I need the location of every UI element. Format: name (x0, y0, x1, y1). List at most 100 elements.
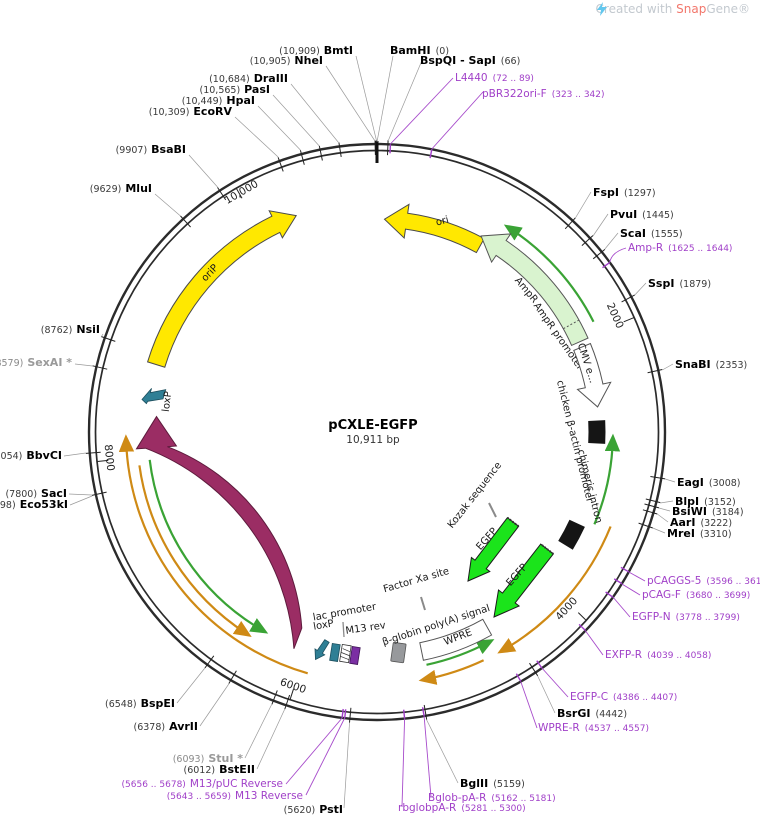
enzyme-bbvci[interactable]: (8054)BbvCI (0, 449, 101, 462)
enzyme-bsteii[interactable]: (6012) BstEII (184, 694, 291, 776)
enzyme-psti[interactable]: (5620) PstI (284, 707, 352, 816)
svg-text:(8579)SexAI *: (8579)SexAI * (0, 356, 72, 369)
feature-ori-label: ori (435, 215, 450, 229)
feature-m13-rev-label: M13 rev (345, 620, 387, 637)
enzyme-bmti[interactable]: (10,909) BmtI (279, 44, 378, 156)
enzyme-bsabi[interactable]: (9907) BsaBI (116, 143, 227, 201)
primer-egfp-n[interactable]: EGFP-N (3778 .. 3799) (605, 591, 740, 623)
svg-text:(6093)StuI *: (6093) StuI * (173, 752, 244, 765)
watermark-gene: Gene® (706, 2, 750, 16)
primer-pcag-f[interactable]: pCAG-F (3680 .. 3699) (613, 578, 750, 601)
svg-text:BspQI - SapI(66): BspQI - SapI (66) (420, 54, 520, 67)
svg-text:(8762)NsiI: (8762) NsiI (41, 323, 100, 336)
primer-m13-reverse[interactable]: (5643 .. 5659) M13 Reverse (167, 709, 347, 802)
enzyme-scai[interactable]: ScaI (1555) (592, 227, 683, 260)
primer-egfp-c[interactable]: EGFP-C (4386 .. 4407) (536, 660, 678, 703)
feature-lac-cluster[interactable]: lac promoter loxP M13 rev (312, 601, 387, 665)
svg-text:(7798)Eco53kI: (7798)Eco53kI (0, 498, 68, 511)
lac-promoter-box[interactable] (329, 643, 341, 662)
enzyme-nsii[interactable]: (8762) NsiI (41, 323, 116, 342)
enzyme-sites: (10,909) BmtI (10,905) NheI (10,684) DraIII… (0, 44, 747, 816)
svg-text:(5656 .. 5678)M13/pUC Reverse: (5656 .. 5678) M13/pUC Reverse (122, 778, 283, 790)
enzyme-aari[interactable]: AarI (3222) (642, 509, 732, 529)
scale-label-2000: 2000 (604, 301, 626, 330)
primer-m13-puc-reverse[interactable]: (5656 .. 5678) M13/pUC Reverse (122, 708, 344, 790)
enzyme-draiii[interactable]: (10,684) DraIII (209, 72, 342, 157)
enzyme-mlui[interactable]: (9629) MluI (90, 182, 191, 228)
enzyme-pasi[interactable]: (10,565) PasI (200, 83, 323, 161)
svg-text:(9629)MluI: (9629) MluI (90, 182, 152, 195)
feature-cmv-enhancer[interactable]: CMV e... (573, 342, 612, 408)
left-inner-orange-arrow (138, 465, 252, 638)
plasmid-title: pCXLE-EGFP 10,911 bp (328, 418, 417, 446)
feature-egfp-1[interactable]: EGFP (467, 516, 520, 582)
enzyme-nhei[interactable]: (10,905) NheI (250, 54, 376, 156)
svg-text:MreI(3310): MreI (3310) (667, 527, 732, 540)
feature-loxp-bottom-arrow[interactable] (314, 639, 330, 661)
primer-rbglobpa-r[interactable]: rbglobpA-R (5281 .. 5300) (398, 709, 526, 814)
striped-box[interactable] (339, 644, 352, 664)
enzyme-stui[interactable]: (6093) StuI * (173, 690, 278, 765)
svg-text:pBR322ori-F(323 .. 342): pBR322ori-F (323 .. 342) (482, 88, 605, 100)
enzyme-eagi[interactable]: EagI (3008) (650, 476, 741, 489)
enzyme-ecorv[interactable]: (10,309) EcoRV (149, 105, 284, 172)
feature-chimeric-intron-label: chimeric intron (575, 448, 604, 524)
svg-text:WPRE-R(4537 .. 4557): WPRE-R (4537 .. 4557) (538, 722, 649, 734)
svg-text:pCAG-F(3680 .. 3699): pCAG-F (3680 .. 3699) (642, 589, 750, 601)
enzyme-bspqi-sapi[interactable]: BspQI - SapI (66) (387, 54, 521, 156)
enzyme-bglii[interactable]: BglII (5159) (423, 704, 525, 790)
enzyme-blpi[interactable]: BlpI (3152) (645, 495, 736, 508)
enzyme-sexai[interactable]: (8579)SexAI * (0, 356, 108, 370)
svg-text:ScaI(1555): ScaI (1555) (620, 227, 683, 240)
primer-amp-r[interactable]: Amp-R (1625 .. 1644) (602, 242, 733, 269)
enzyme-sspi[interactable]: SspI (1879) (621, 277, 711, 303)
enzyme-eco53ki[interactable]: (7798)Eco53kI (0, 495, 93, 511)
feature-kozak[interactable]: Kozak sequence (446, 460, 504, 530)
primer-exfp-r[interactable]: EXFP-R (4039 .. 4058) (578, 623, 711, 661)
bottom-orange-arrow (418, 659, 485, 685)
primer-pbr322ori-f[interactable]: pBR322ori-F (323 .. 342) (429, 88, 605, 159)
enzyme-pvui[interactable]: PvuI (1445) (581, 208, 674, 246)
scale-label-10000: 10,000 (223, 178, 261, 207)
bottom-right-orange-arrow (497, 526, 612, 654)
primer-bglob-pa-r[interactable]: Bglob-pA-R (5162 .. 5181) (421, 707, 556, 804)
enzyme-snabi[interactable]: SnaBI (2353) (647, 358, 748, 374)
svg-text:L4440(72 .. 89): L4440 (72 .. 89) (455, 72, 534, 84)
feature-loxp-left[interactable]: loxP (141, 388, 174, 413)
primer-l4440[interactable]: L4440 (72 .. 89) (389, 72, 534, 154)
svg-text:(6548)BspEI: (6548) BspEI (105, 697, 175, 710)
enzyme-bamhi[interactable]: BamHI (0) (375, 44, 449, 163)
svg-text:(6378)AvrII: (6378) AvrII (134, 720, 199, 733)
svg-text:(10,565)PasI: (10,565) PasI (200, 83, 271, 96)
m13-rev-box[interactable] (349, 646, 361, 665)
primer-sites: L4440 (72 .. 89) pBR322ori-F (323 .. 342) … (122, 72, 760, 814)
enzyme-avrii[interactable]: (6378) AvrII (134, 670, 237, 733)
enzyme-mrei[interactable]: MreI (3310) (638, 522, 732, 540)
snapgene-icon (596, 2, 607, 16)
enzyme-bsrgi[interactable]: BsrGI (4442) (529, 662, 628, 720)
enzyme-hpai[interactable]: (10,449) HpaI (182, 94, 305, 165)
svg-text:BglII(5159): BglII (5159) (460, 777, 525, 790)
primer-wpre-r[interactable]: WPRE-R (4537 .. 4557) (515, 673, 649, 734)
enzyme-bsiwi[interactable]: BsiWI (3184) (644, 503, 744, 518)
svg-text:(10,449)HpaI: (10,449) HpaI (182, 94, 255, 107)
enzyme-saci[interactable]: (7800) SacI (5, 487, 107, 500)
feature-ampr[interactable]: AmpR AmpR promoter (480, 233, 589, 373)
feature-orip[interactable]: oriP (146, 210, 298, 368)
primer-pcaggs-5[interactable]: pCAGGS-5(3596 .. 3618) (620, 566, 760, 587)
enzyme-bspei[interactable]: (6548) BspEI (105, 655, 215, 710)
svg-text:(5643 .. 5659)M13 Reverse: (5643 .. 5659) M13 Reverse (167, 790, 303, 802)
wpre-direction-arrow (426, 639, 495, 666)
svg-text:BsiWI(3184): BsiWI (3184) (672, 505, 744, 518)
svg-text:EGFP-N(3778 .. 3799): EGFP-N (3778 .. 3799) (632, 611, 740, 623)
feature-egfp-2[interactable]: EGFP (493, 543, 555, 618)
svg-text:(9907)BsaBI: (9907) BsaBI (116, 143, 186, 156)
plasmid-name: pCXLE-EGFP (328, 418, 417, 433)
ampr-direction-arrow (503, 224, 595, 323)
svg-text:(5620)PstI: (5620) PstI (284, 803, 343, 816)
enzyme-fspi[interactable]: FspI (1297) (564, 186, 656, 230)
plasmid-length: 10,911 bp (346, 434, 400, 446)
feature-factor-xa[interactable]: Factor Xa site (382, 566, 451, 611)
feature-ori[interactable]: ori (383, 203, 485, 254)
watermark-created-with: Created with (595, 2, 677, 16)
